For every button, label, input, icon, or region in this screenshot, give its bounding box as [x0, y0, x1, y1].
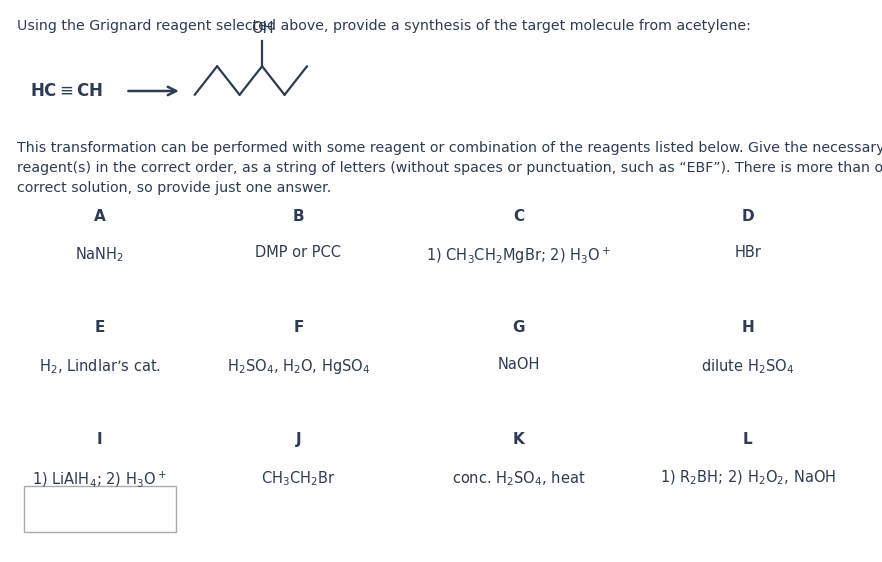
Text: D: D — [742, 209, 754, 224]
Text: conc. H$_2$SO$_4$, heat: conc. H$_2$SO$_4$, heat — [452, 469, 586, 487]
Text: CH$_3$CH$_2$Br: CH$_3$CH$_2$Br — [261, 469, 336, 487]
Text: Using the Grignard reagent selected above, provide a synthesis of the target mol: Using the Grignard reagent selected abov… — [18, 20, 751, 33]
Text: 1) CH$_3$CH$_2$MgBr; 2) H$_3$O$^+$: 1) CH$_3$CH$_2$MgBr; 2) H$_3$O$^+$ — [426, 245, 611, 265]
Text: F: F — [293, 320, 303, 336]
Text: OH: OH — [250, 21, 273, 36]
Text: NaOH: NaOH — [497, 357, 540, 372]
Text: J: J — [295, 432, 301, 447]
Text: dilute H$_2$SO$_4$: dilute H$_2$SO$_4$ — [701, 357, 795, 376]
Text: H: H — [742, 320, 754, 336]
Text: H$_2$SO$_4$, H$_2$O, HgSO$_4$: H$_2$SO$_4$, H$_2$O, HgSO$_4$ — [227, 357, 370, 376]
Text: 1) LiAlH$_4$; 2) H$_3$O$^+$: 1) LiAlH$_4$; 2) H$_3$O$^+$ — [33, 469, 167, 488]
Text: I: I — [97, 432, 102, 447]
Text: DMP or PCC: DMP or PCC — [256, 245, 341, 260]
Text: G: G — [512, 320, 525, 336]
Text: C: C — [513, 209, 525, 224]
Text: A: A — [93, 209, 106, 224]
Text: E: E — [94, 320, 105, 336]
Text: L: L — [743, 432, 752, 447]
Text: NaNH$_2$: NaNH$_2$ — [75, 245, 124, 264]
Text: B: B — [293, 209, 304, 224]
Text: 1) R$_2$BH; 2) H$_2$O$_2$, NaOH: 1) R$_2$BH; 2) H$_2$O$_2$, NaOH — [660, 469, 836, 487]
Text: H$_2$, Lindlar’s cat.: H$_2$, Lindlar’s cat. — [39, 357, 161, 376]
Text: HC$\equiv$CH: HC$\equiv$CH — [30, 82, 103, 100]
Text: HBr: HBr — [735, 245, 761, 260]
FancyBboxPatch shape — [25, 487, 176, 532]
Text: This transformation can be performed with some reagent or combination of the rea: This transformation can be performed wit… — [18, 140, 882, 194]
Text: K: K — [513, 432, 525, 447]
